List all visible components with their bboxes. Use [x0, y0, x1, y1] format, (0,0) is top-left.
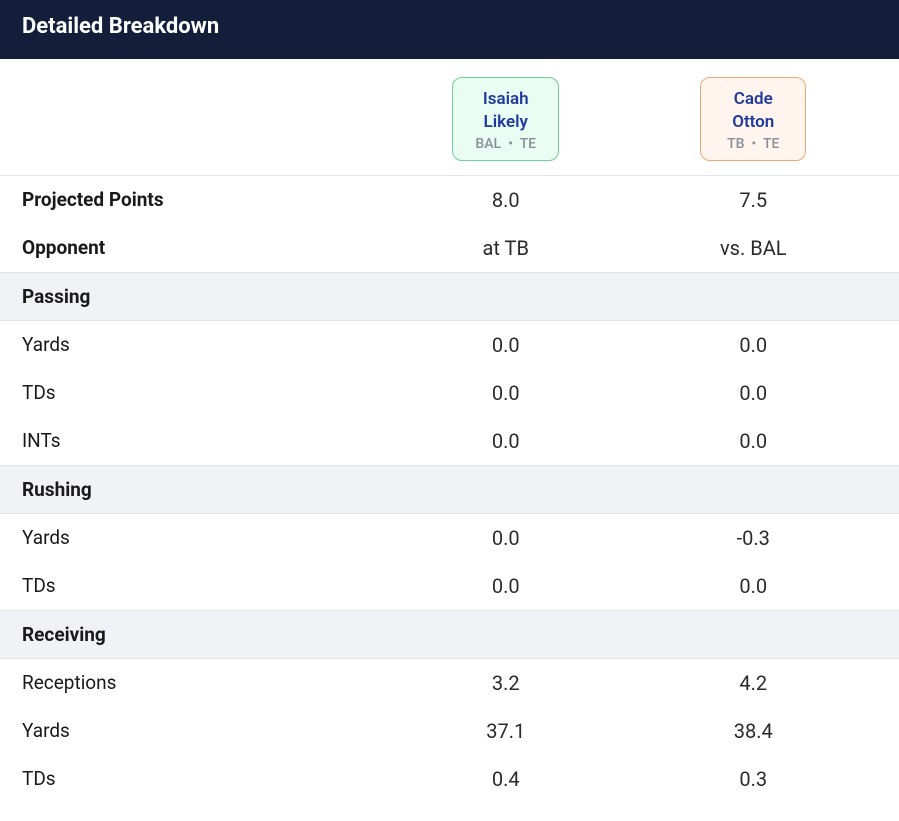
player-header-row: Isaiah Likely BAL • TE Cade Otton TB • T… — [0, 59, 899, 176]
stat-label: Yards — [22, 719, 382, 742]
stat-label: TDs — [22, 381, 382, 404]
stat-label: Yards — [22, 333, 382, 356]
player2-team: TB — [727, 136, 744, 152]
player1-first-name: Isaiah — [475, 88, 536, 111]
stat-value-p2: 4.2 — [630, 671, 878, 695]
stat-row: TDs0.40.3 — [0, 755, 899, 803]
section-title: Receiving — [22, 623, 382, 646]
stat-label: TDs — [22, 767, 382, 790]
section-header: Passing — [0, 272, 899, 321]
stat-row: Receptions3.24.2 — [0, 659, 899, 707]
stat-row: Yards0.00.0 — [0, 321, 899, 369]
stat-value-p2: 38.4 — [630, 719, 878, 743]
player1-pos: TE — [520, 136, 536, 152]
stat-value-p1: 8.0 — [382, 188, 630, 212]
stat-value-p1: 0.0 — [382, 526, 630, 550]
player2-pos: TE — [763, 136, 779, 152]
stat-value-p2: -0.3 — [630, 526, 878, 550]
stat-row: Projected Points8.07.5 — [0, 176, 899, 224]
stat-row: INTs0.00.0 — [0, 417, 899, 465]
player2-last-name: Otton — [723, 111, 783, 134]
page-title: Detailed Breakdown — [22, 14, 877, 39]
stat-value-p2: 0.3 — [630, 767, 878, 791]
stat-value-p2: vs. BAL — [630, 236, 878, 260]
stat-label: INTs — [22, 429, 382, 452]
stat-value-p2: 0.0 — [630, 381, 878, 405]
stat-value-p2: 7.5 — [630, 188, 878, 212]
header-bar: Detailed Breakdown — [0, 0, 899, 59]
player2-col: Cade Otton TB • TE — [630, 77, 878, 161]
stat-value-p2: 0.0 — [630, 429, 878, 453]
stat-value-p1: at TB — [382, 236, 630, 260]
player1-team: BAL — [475, 136, 501, 152]
player2-sub: TB • TE — [723, 136, 783, 152]
stat-label: Receptions — [22, 671, 382, 694]
stat-value-p2: 0.0 — [630, 574, 878, 598]
player2-first-name: Cade — [723, 88, 783, 111]
section-header: Receiving — [0, 610, 899, 659]
stat-value-p1: 0.0 — [382, 429, 630, 453]
stat-value-p1: 37.1 — [382, 719, 630, 743]
stat-value-p1: 0.0 — [382, 574, 630, 598]
stat-label: Opponent — [22, 236, 382, 259]
stat-row: TDs0.00.0 — [0, 562, 899, 610]
player1-sub: BAL • TE — [475, 136, 536, 152]
section-title: Rushing — [22, 478, 382, 501]
stat-label: TDs — [22, 574, 382, 597]
player2-card[interactable]: Cade Otton TB • TE — [700, 77, 806, 161]
section-header: Rushing — [0, 465, 899, 514]
stat-value-p1: 0.0 — [382, 333, 630, 357]
stat-value-p1: 3.2 — [382, 671, 630, 695]
stat-row: TDs0.00.0 — [0, 369, 899, 417]
stat-row: Opponentat TBvs. BAL — [0, 224, 899, 272]
player1-col: Isaiah Likely BAL • TE — [382, 77, 630, 161]
stat-row: Yards0.0-0.3 — [0, 514, 899, 562]
stat-value-p1: 0.4 — [382, 767, 630, 791]
table-body: Projected Points8.07.5Opponentat TBvs. B… — [0, 176, 899, 803]
stat-value-p1: 0.0 — [382, 381, 630, 405]
stat-label: Projected Points — [22, 188, 382, 211]
player1-last-name: Likely — [475, 111, 536, 134]
stat-label: Yards — [22, 526, 382, 549]
stat-value-p2: 0.0 — [630, 333, 878, 357]
player1-card[interactable]: Isaiah Likely BAL • TE — [452, 77, 559, 161]
stat-row: Yards37.138.4 — [0, 707, 899, 755]
section-title: Passing — [22, 285, 382, 308]
